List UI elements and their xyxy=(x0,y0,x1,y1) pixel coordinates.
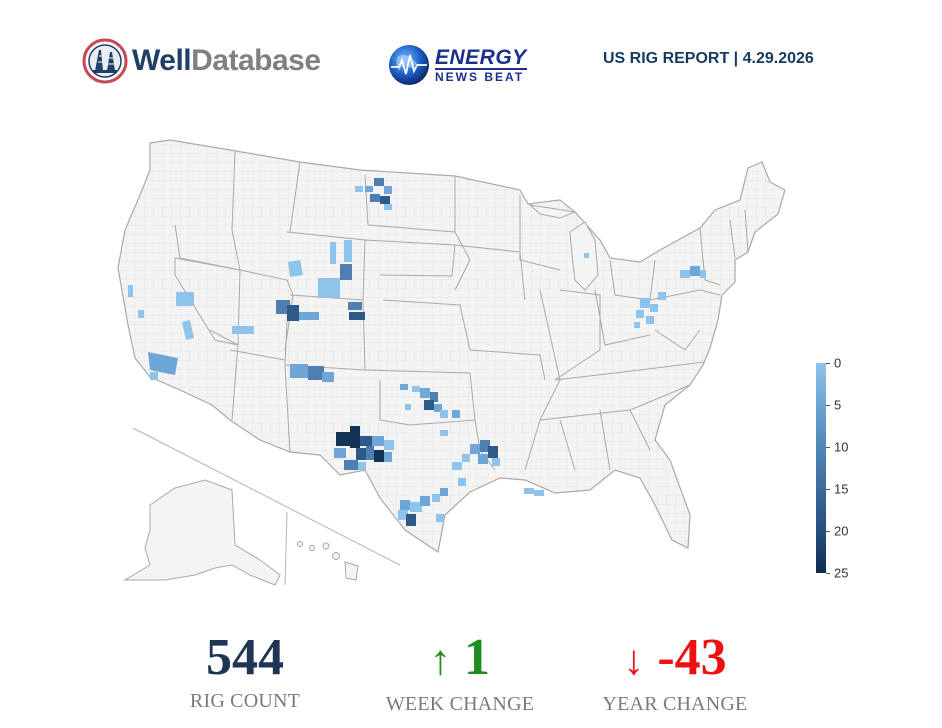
legend-tick xyxy=(826,489,830,490)
rig-count-stat: 544 RIG COUNT xyxy=(145,628,345,713)
globe-icon xyxy=(389,45,429,85)
week-change-value: 1 xyxy=(464,629,490,686)
legend-label: 25 xyxy=(834,565,849,581)
color-scale-bar xyxy=(816,363,826,573)
legend-tick xyxy=(826,447,830,448)
inset-divider-line xyxy=(132,427,401,566)
welldatabase-wordmark: WellDatabase xyxy=(132,44,321,78)
rig-county-shading xyxy=(128,178,706,526)
legend-tick xyxy=(826,405,830,406)
week-change-stat: ↑ 1 WEEK CHANGE xyxy=(360,628,560,716)
appalachia-region xyxy=(584,253,706,328)
year-change-value: -43 xyxy=(657,629,727,686)
wyoming-region xyxy=(288,240,352,298)
upper-peninsula xyxy=(528,204,577,219)
energy-news-beat-wordmark: ENERGY NEWS BEAT xyxy=(435,47,527,83)
legend-tick xyxy=(826,573,830,574)
oil-derrick-seal-icon xyxy=(82,38,128,84)
energy-news-beat-line2: NEWS BEAT xyxy=(435,68,527,83)
welldatabase-wordmark-part2: Database xyxy=(191,44,321,77)
energy-news-beat-line1: ENERGY xyxy=(435,46,527,69)
haynesville-region xyxy=(452,440,500,470)
color-scale-legend: 0 5 10 15 20 25 xyxy=(812,352,872,582)
week-change-label: WEEK CHANGE xyxy=(385,693,535,715)
up-arrow-icon: ↑ xyxy=(430,638,451,684)
year-change-label: YEAR CHANGE xyxy=(602,693,748,715)
legend-label: 15 xyxy=(834,481,849,497)
rig-count-label: RIG COUNT xyxy=(189,690,301,712)
report-title: US RIG REPORT | 4.29.2026 xyxy=(603,50,814,67)
bakken-region xyxy=(355,178,392,210)
welldatabase-logo: WellDatabase xyxy=(82,36,352,86)
louisiana-region xyxy=(524,488,544,496)
down-arrow-icon: ↓ xyxy=(623,638,645,684)
san-juan-region xyxy=(290,364,334,382)
year-change-stat: ↓ -43 YEAR CHANGE xyxy=(575,628,775,716)
legend-label: 0 xyxy=(834,355,842,371)
legend-label: 5 xyxy=(834,397,842,413)
legend-label: 10 xyxy=(834,439,849,455)
week-change-value-row: ↑ 1 xyxy=(360,628,560,691)
hawaii xyxy=(297,541,359,581)
oklahoma-region xyxy=(400,384,460,436)
legend-tick xyxy=(826,363,830,364)
west-coast-region xyxy=(128,285,194,380)
permian-region xyxy=(334,426,394,470)
welldatabase-wordmark-part1: Well xyxy=(132,44,192,77)
year-change-value-row: ↓ -43 xyxy=(575,628,775,691)
eagle-ford-region xyxy=(398,478,466,526)
energy-news-beat-logo: ENERGY NEWS BEAT xyxy=(387,42,567,88)
rig-count-value: 544 xyxy=(206,629,284,686)
rockies-region xyxy=(232,300,365,334)
legend-label: 20 xyxy=(834,523,849,539)
legend-tick xyxy=(826,531,830,532)
inset-divider-vertical xyxy=(284,511,288,586)
state-borders xyxy=(174,151,749,471)
alaska xyxy=(123,479,281,586)
